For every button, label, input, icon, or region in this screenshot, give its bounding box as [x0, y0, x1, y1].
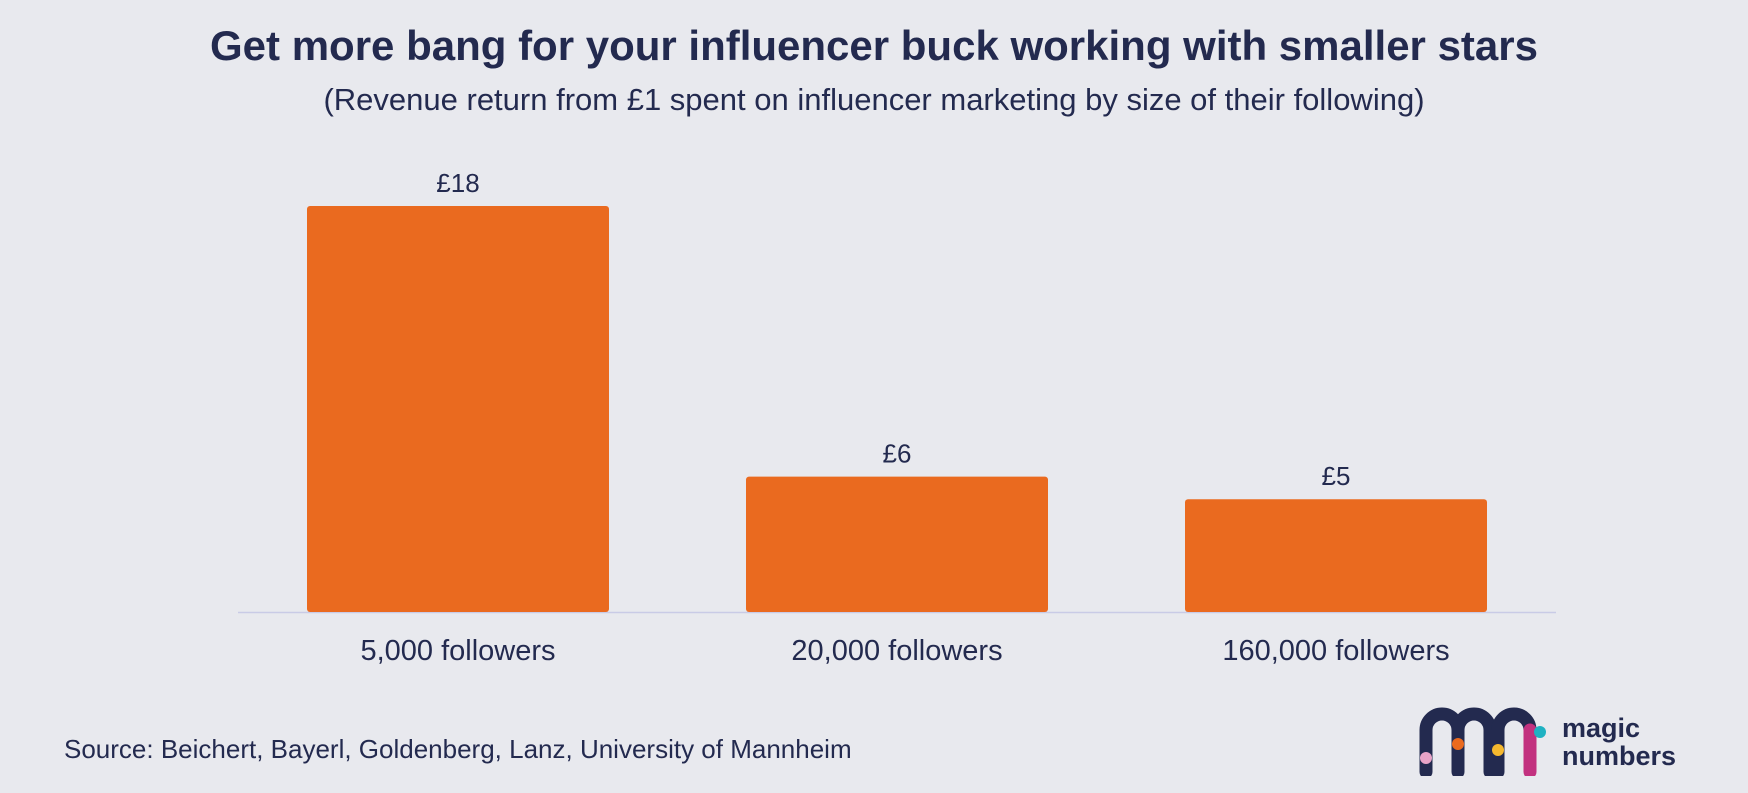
brand-logo: magic numbers	[1418, 700, 1698, 780]
value-label-3: £5	[1322, 461, 1351, 491]
source-note: Source: Beichert, Bayerl, Goldenberg, La…	[64, 734, 852, 764]
brand-name: magic numbers	[1562, 714, 1676, 770]
value-label-1: £18	[436, 168, 479, 198]
magic-numbers-logo-icon	[1419, 707, 1546, 776]
bar-2	[746, 476, 1048, 612]
category-label-3: 160,000 followers	[1222, 635, 1449, 667]
bar-3	[1185, 499, 1487, 612]
chart-title: Get more bang for your influencer buck w…	[210, 22, 1538, 69]
brand-name-line2: numbers	[1562, 741, 1677, 771]
value-label-2: £6	[883, 439, 912, 469]
category-label-2: 20,000 followers	[791, 635, 1002, 667]
chart-subtitle: (Revenue return from £1 spent on influen…	[323, 82, 1425, 117]
bar-1	[307, 206, 609, 612]
category-label-1: 5,000 followers	[360, 635, 555, 667]
brand-name-line1: magic	[1562, 713, 1641, 743]
